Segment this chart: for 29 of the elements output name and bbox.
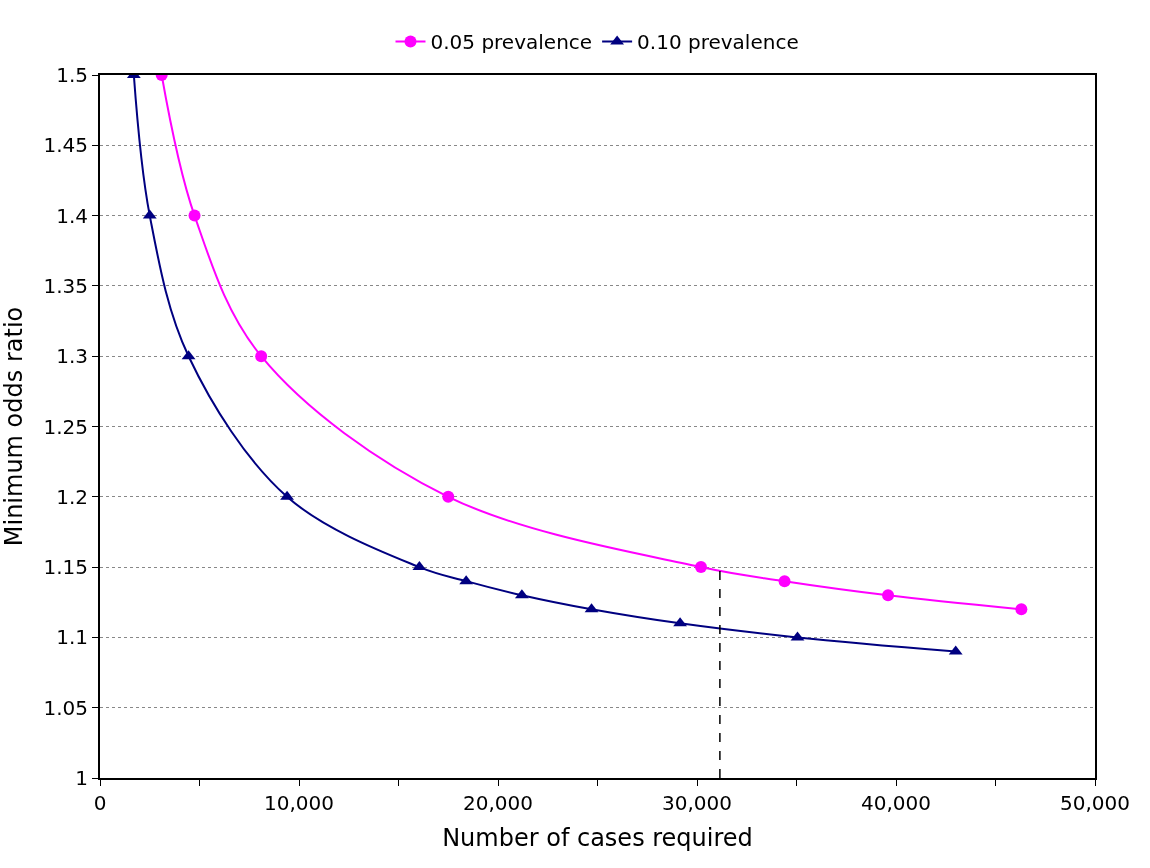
y-tick-label: 1 (75, 766, 88, 790)
y-tick-label: 1.2 (56, 484, 88, 509)
x-tick-label: 40,000 (861, 791, 931, 815)
y-tick-label: 1.25 (43, 414, 88, 439)
x-tick-label: 0 (93, 791, 107, 815)
legend-label: 0.05 prevalence (430, 30, 593, 55)
y-tick-label: 1.45 (43, 133, 88, 158)
point (694, 561, 707, 574)
point (442, 490, 455, 503)
point (882, 589, 895, 602)
x-axis-title: Number of cases required (442, 823, 753, 852)
point (188, 209, 201, 222)
y-tick-label: 1.4 (56, 203, 88, 228)
point (1015, 603, 1028, 616)
y-tick-label: 1.05 (43, 695, 88, 720)
y-axis-title: Minimum odds ratio (0, 306, 28, 547)
y-tick-label: 1.5 (56, 63, 88, 87)
point (778, 575, 791, 588)
x-tick-label: 10,000 (264, 791, 334, 815)
x-tick-label: 30,000 (662, 791, 732, 815)
y-tick-label: 1.15 (43, 555, 88, 580)
y-tick-label: 1.3 (56, 344, 88, 369)
x-tick-label: 20,000 (463, 791, 533, 815)
legend-label: 0.10 prevalence (637, 30, 799, 55)
point (280, 490, 294, 500)
x-tick-label: 50,000 (1060, 791, 1130, 815)
y-tick-label: 1.1 (56, 625, 88, 650)
y-tick-label: 1.35 (43, 273, 88, 298)
point (255, 350, 268, 363)
